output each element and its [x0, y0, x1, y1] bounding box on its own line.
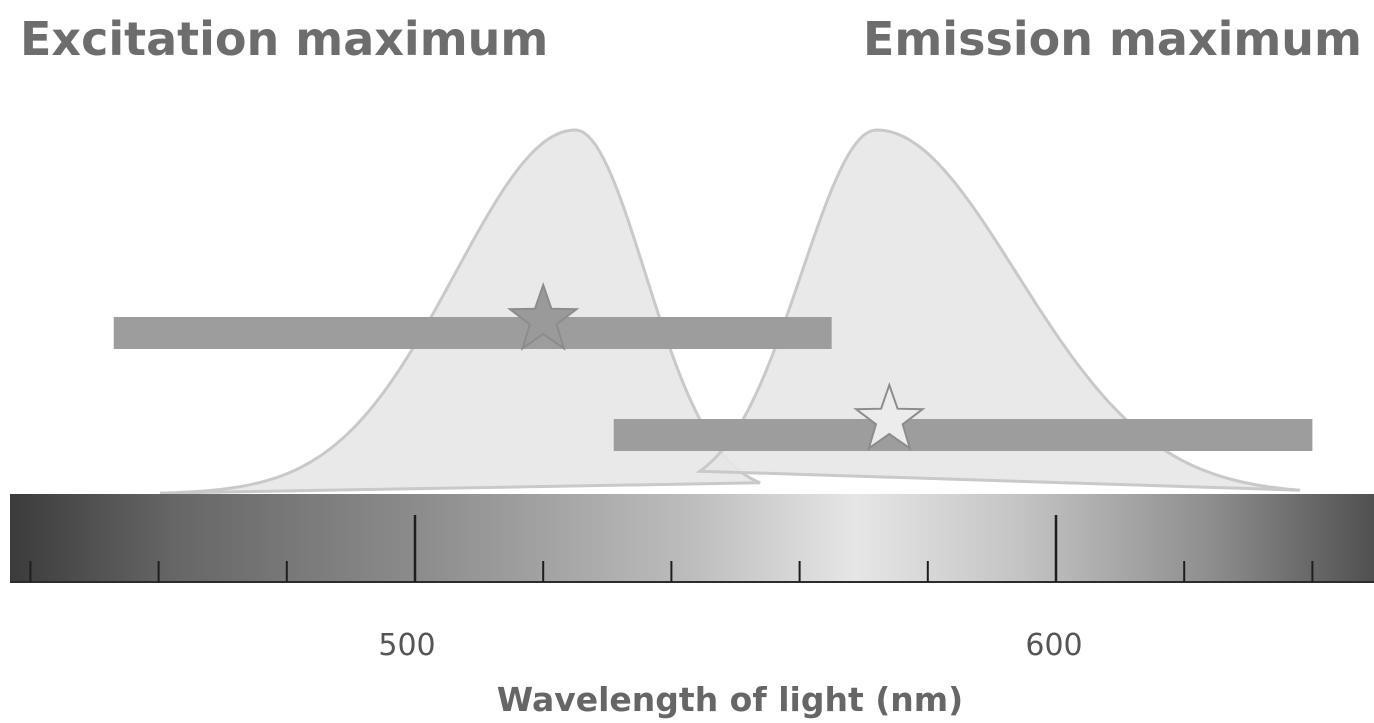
axis-title: Wavelength of light (nm): [497, 680, 964, 719]
emission-bar: [613, 419, 1313, 451]
excitation-bar: [113, 317, 832, 349]
tick-label-500: 500: [378, 628, 435, 663]
spectrum-band: [10, 494, 1374, 582]
excitation-heading: Excitation maximum: [20, 12, 548, 66]
emission-star-icon: [853, 381, 926, 451]
axis-ticks: [29, 515, 1314, 582]
emission-curve: [695, 128, 1301, 492]
excitation-star-icon: [506, 281, 580, 351]
emission-heading: Emission maximum: [863, 12, 1362, 66]
tick-label-600: 600: [1025, 628, 1082, 663]
